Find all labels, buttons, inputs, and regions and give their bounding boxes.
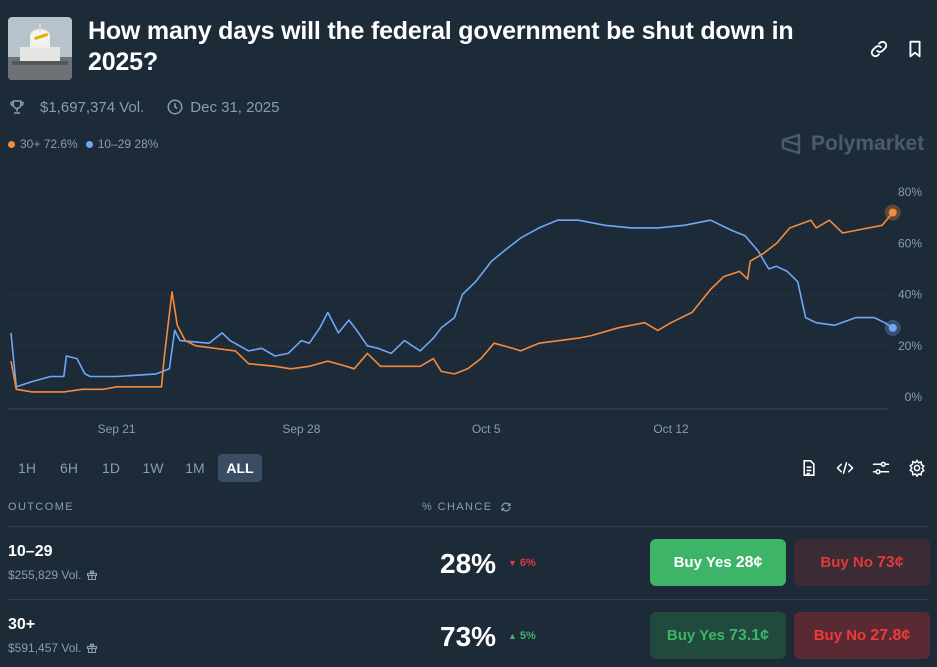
buy-yes-button[interactable]: Buy Yes 28¢ [650,539,786,586]
market-title: How many days will the federal governmen… [88,17,794,76]
delta-value: 5% [519,630,536,642]
x-tick-label: Oct 5 [472,422,501,436]
y-tick-label: 20% [898,339,922,353]
col-outcome: OUTCOME [8,501,75,513]
outcome-row-30-plus[interactable]: 30+ $591,457 Vol. 73% ▲ 5% Buy Yes 73.1¢… [8,600,930,667]
range-6h[interactable]: 6H [60,460,78,476]
outcome-chance: 28% [440,548,497,579]
embed-code-icon[interactable] [835,459,855,477]
outcome-volume: $255,829 Vol. [8,568,98,582]
series-end-dot [888,208,897,217]
settings-gear-icon[interactable] [907,459,927,477]
buy-no-label: Buy No [820,554,873,571]
clock-icon [167,99,183,115]
legend-item-30-plus: 30+ 72.6% [8,137,78,151]
outcome-volume-text: $255,829 Vol. [8,568,82,582]
sliders-icon[interactable] [871,459,891,477]
chart-legend: 30+ 72.6% 10–29 28% [8,137,166,151]
polymarket-logo: Polymarket [779,132,924,156]
legend-label: 10–29 28% [97,137,159,151]
x-tick-label: Sep 21 [98,422,136,436]
document-icon[interactable] [799,459,819,477]
col-chance: % CHANCE [422,501,512,513]
buy-no-label: Buy No [813,627,867,644]
buy-no-price: 73¢ [876,553,904,571]
legend-dot [85,140,93,148]
refresh-icon[interactable] [500,501,512,513]
volume-text: $1,697,374 Vol. [40,98,145,116]
legend-item-10-29: 10–29 28% [85,137,159,151]
chance-delta-up: ▲ 5% [508,630,536,642]
outcome-volume-text: $591,457 Vol. [8,641,82,655]
bookmark-icon[interactable] [904,38,926,60]
range-1m[interactable]: 1M [185,460,205,476]
x-tick-label: Oct 12 [653,422,689,436]
outcome-name: 10–29 [8,543,53,560]
chart-tools [783,459,927,477]
range-1h[interactable]: 1H [18,460,36,476]
y-tick-label: 40% [898,288,922,302]
market-header: How many days will the federal governmen… [8,16,929,86]
legend-label: 30+ 72.6% [20,137,78,151]
trophy-icon [10,100,24,114]
series-line-10-29 [10,219,894,388]
time-range-selector: 1H 6H 1D 1W 1M ALL [8,454,266,482]
up-arrow-icon: ▲ [508,631,517,641]
buy-yes-label: Buy Yes [666,627,726,644]
outcome-chance: 73% [440,621,497,652]
link-icon[interactable] [868,38,890,60]
buy-yes-label: Buy Yes [673,554,732,571]
chance-delta-down: ▼ 6% [508,557,536,569]
outcome-row-10-29[interactable]: 10–29 $255,829 Vol. 28% ▼ 6% Buy Yes 28¢… [8,527,930,599]
end-date-text: Dec 31, 2025 [190,98,280,116]
range-1w[interactable]: 1W [142,460,164,476]
gift-icon[interactable] [86,569,98,581]
y-tick-label: 60% [898,236,922,250]
gift-icon[interactable] [86,642,98,654]
down-arrow-icon: ▼ [508,558,517,568]
range-all[interactable]: ALL [218,454,262,482]
outcomes-table-header: OUTCOME % CHANCE [8,501,929,519]
buy-no-button[interactable]: Buy No 73¢ [794,539,930,586]
x-tick-label: Sep 28 [282,422,320,436]
buy-yes-button[interactable]: Buy Yes 73.1¢ [650,612,786,659]
outcome-volume: $591,457 Vol. [8,641,98,655]
buy-yes-price: 73.1¢ [729,626,770,644]
legend-dot [8,140,15,148]
buy-no-price: 27.8¢ [870,626,911,644]
y-tick-label: 0% [905,390,923,404]
price-chart[interactable]: 80% 60% 40% 20% 0% Sep 21 Sep 28 Oct 5 Oct 12 [0,180,937,445]
chart-svg: 80% 60% 40% 20% 0% Sep 21 Sep 28 Oct 5 Oct 12 [8,185,923,436]
market-thumbnail [8,17,72,80]
series-line-30-plus [10,211,894,393]
y-tick-label: 80% [898,185,922,199]
divider [8,599,929,600]
polymarket-icon [781,133,801,155]
series-end-dot [888,323,897,332]
col-chance-label: % CHANCE [422,501,493,513]
delta-value: 6% [519,557,536,569]
brand-name: Polymarket [811,132,925,155]
divider [8,526,929,527]
range-1d[interactable]: 1D [102,460,120,476]
buy-yes-price: 28¢ [735,553,763,571]
market-meta: $1,697,374 Vol. Dec 31, 2025 [8,96,280,118]
outcome-name: 30+ [8,616,36,633]
buy-no-button[interactable]: Buy No 27.8¢ [794,612,930,659]
